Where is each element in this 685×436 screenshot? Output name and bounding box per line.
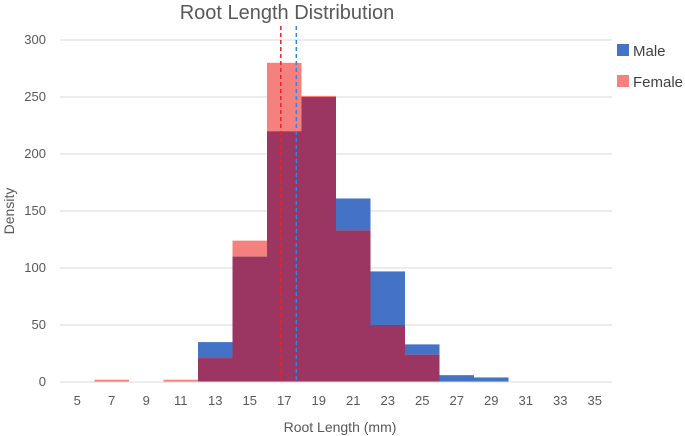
- y-tick-label: 50: [32, 317, 46, 332]
- legend-label-female: Female: [633, 74, 683, 91]
- x-tick-label: 23: [381, 393, 395, 408]
- bars: [94, 62, 509, 382]
- male-bar-20: [336, 198, 371, 231]
- male-bar-28: [474, 377, 509, 382]
- overlap-bar-20: [336, 230, 371, 382]
- y-tick-label: 200: [24, 146, 46, 161]
- y-tick-label: 250: [24, 89, 46, 104]
- x-tick-label: 27: [450, 393, 464, 408]
- legend-swatch-female: [617, 75, 629, 87]
- x-tick-label: 31: [519, 393, 533, 408]
- legend-swatch-male: [617, 44, 629, 56]
- x-tick-label: 11: [174, 393, 188, 408]
- x-axis-title: Root Length (mm): [284, 419, 397, 435]
- y-axis-title: Density: [1, 188, 17, 235]
- mean-lines: [280, 26, 298, 382]
- y-tick-label: 300: [24, 32, 46, 47]
- x-tick-label: 9: [143, 393, 150, 408]
- x-tick-label: 29: [484, 393, 498, 408]
- overlap-bar-14: [232, 256, 267, 382]
- overlap-bar-18: [301, 97, 336, 382]
- male-bar-22: [370, 271, 405, 325]
- y-tick-label: 150: [24, 203, 46, 218]
- legend: Male Female: [617, 43, 683, 91]
- x-tick-label: 19: [312, 393, 326, 408]
- legend-label-male: Male: [633, 43, 666, 60]
- x-tick-label: 35: [588, 393, 602, 408]
- overlap-bar-12: [198, 358, 233, 382]
- male-bar-12: [198, 342, 233, 359]
- y-tick-label: 0: [39, 374, 46, 389]
- x-tick-label: 13: [208, 393, 222, 408]
- male-bar-26: [439, 375, 474, 382]
- y-tick-label: 100: [24, 260, 46, 275]
- female-bar-14: [232, 240, 267, 257]
- female-bar-18: [301, 95, 336, 97]
- x-tick-label: 25: [415, 393, 429, 408]
- chart-title: Root Length Distribution: [180, 2, 395, 24]
- overlap-bar-22: [370, 325, 405, 382]
- x-tick-label: 21: [346, 393, 360, 408]
- x-tick-label: 15: [243, 393, 257, 408]
- female-bar-6: [94, 379, 129, 382]
- x-tick-label: 33: [553, 393, 567, 408]
- x-tick-label: 17: [277, 393, 291, 408]
- x-axis-ticks: 5 7 9 11 13 15 17 19 21 23 25 27 29 31 33 35: [74, 393, 602, 408]
- x-tick-label: 5: [74, 393, 81, 408]
- x-tick-label: 7: [108, 393, 115, 408]
- y-axis-ticks: 0 50 100 150 200 250 300: [24, 32, 46, 389]
- overlap-bar-24: [405, 354, 440, 382]
- male-bar-24: [405, 344, 440, 355]
- female-bar-10: [163, 379, 198, 382]
